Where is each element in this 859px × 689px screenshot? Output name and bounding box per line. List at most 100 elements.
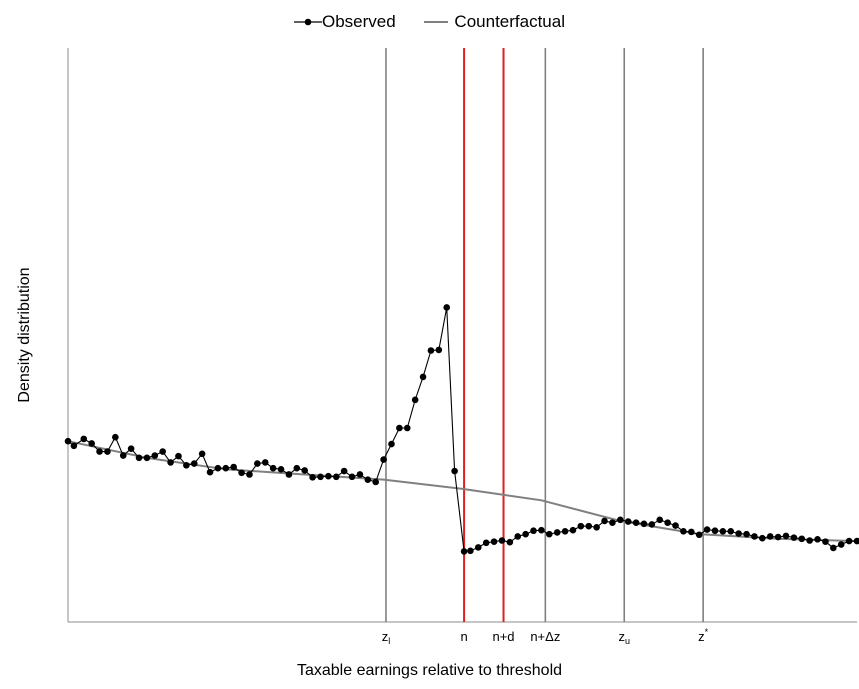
observed-point-4 — [96, 448, 103, 455]
observed-point-95 — [814, 536, 821, 543]
observed-point-81 — [703, 526, 711, 533]
observed-point-76 — [664, 519, 671, 526]
observed-point-24 — [254, 460, 261, 467]
observed-point-2 — [80, 435, 88, 443]
observed-point-54 — [490, 538, 498, 545]
observed-point-14 — [175, 452, 182, 460]
reference-label-5: z* — [698, 627, 709, 644]
observed-point-63 — [561, 528, 569, 535]
reference-label-4: zu — [618, 629, 630, 646]
legend-item-counterfactual: Counterfactual — [424, 12, 565, 32]
observed-point-72 — [632, 519, 640, 526]
observed-point-83 — [719, 528, 727, 535]
legend-label-counterfactual: Counterfactual — [454, 12, 565, 31]
observed-point-64 — [569, 526, 577, 534]
observed-point-55 — [498, 537, 506, 544]
x-axis-label: Taxable earnings relative to threshold — [296, 662, 563, 679]
observed-point-87 — [751, 533, 758, 540]
reference-label-0: zl — [382, 629, 391, 646]
observed-point-38 — [364, 476, 372, 483]
observed-point-3 — [88, 440, 95, 447]
legend-item-observed: Observed — [293, 12, 396, 32]
observed-point-32 — [317, 473, 324, 481]
observed-point-58 — [522, 530, 529, 538]
observed-point-30 — [301, 467, 309, 474]
observed-point-12 — [159, 448, 166, 455]
observed-point-27 — [277, 466, 285, 473]
observed-point-22 — [238, 469, 245, 477]
observed-point-89 — [766, 533, 774, 540]
observed-point-70 — [617, 516, 624, 524]
observed-point-28 — [285, 471, 293, 478]
reference-label-3: n+Δz — [530, 629, 560, 644]
observed-point-88 — [759, 534, 766, 542]
observed-point-23 — [246, 471, 253, 478]
reference-label-2: n+d — [492, 629, 514, 644]
observed-point-49 — [451, 467, 458, 475]
observed-point-62 — [553, 529, 561, 536]
observed-point-79 — [688, 528, 695, 536]
observed-point-19 — [214, 464, 222, 472]
observed-point-82 — [711, 527, 719, 535]
observed-point-56 — [506, 538, 514, 546]
observed-point-91 — [782, 532, 790, 540]
observed-point-44 — [411, 396, 419, 404]
observed-point-73 — [640, 520, 648, 528]
legend: Observed Counterfactual — [0, 12, 859, 33]
observed-point-16 — [190, 460, 198, 467]
observed-point-86 — [743, 530, 750, 538]
observed-swatch — [293, 18, 322, 26]
observed-point-13 — [167, 459, 174, 466]
observed-point-10 — [143, 454, 151, 462]
observed-point-57 — [514, 533, 522, 540]
observed-point-15 — [183, 461, 190, 469]
observed-point-65 — [577, 522, 585, 530]
observed-point-67 — [593, 523, 600, 531]
observed-point-21 — [230, 463, 237, 471]
observed-point-9 — [135, 454, 143, 462]
observed-point-33 — [325, 472, 332, 480]
observed-point-26 — [269, 464, 277, 472]
observed-point-46 — [427, 347, 435, 354]
observed-point-68 — [601, 517, 608, 525]
observed-point-90 — [774, 533, 782, 541]
legend-label-observed: Observed — [321, 12, 396, 31]
observed-point-80 — [695, 531, 703, 539]
observed-point-97 — [830, 544, 837, 552]
observed-point-94 — [806, 537, 813, 544]
observed-point-84 — [727, 528, 735, 535]
observed-point-100 — [853, 537, 859, 545]
observed-point-92 — [790, 534, 798, 541]
observed-point-35 — [340, 467, 348, 475]
observed-point-71 — [624, 518, 632, 525]
observed-point-29 — [293, 464, 301, 472]
observed-point-75 — [656, 516, 664, 524]
observed-point-59 — [530, 527, 537, 535]
observed-point-96 — [822, 538, 829, 545]
counterfactual-line — [67, 440, 858, 543]
observed-point-31 — [309, 474, 316, 481]
observed-point-1 — [70, 442, 78, 450]
observed-point-93 — [798, 535, 806, 543]
observed-line — [67, 307, 857, 552]
observed-point-40 — [380, 456, 387, 463]
observed-point-18 — [206, 468, 214, 476]
observed-point-25 — [261, 459, 269, 466]
observed-point-69 — [609, 519, 616, 526]
observed-point-74 — [648, 521, 656, 528]
reference-label-1: n — [460, 629, 467, 644]
observed-point-43 — [403, 424, 411, 432]
observed-point-0 — [64, 437, 72, 445]
observed-point-78 — [680, 528, 687, 535]
observed-point-47 — [435, 346, 443, 354]
observed-point-39 — [372, 478, 380, 486]
observed-point-98 — [837, 541, 845, 548]
observed-point-37 — [356, 471, 364, 478]
observed-point-50 — [460, 548, 468, 555]
observed-point-99 — [845, 537, 853, 545]
observed-point-53 — [482, 539, 490, 547]
observed-point-36 — [348, 473, 356, 481]
observed-point-34 — [332, 473, 340, 481]
observed-point-7 — [119, 452, 127, 459]
